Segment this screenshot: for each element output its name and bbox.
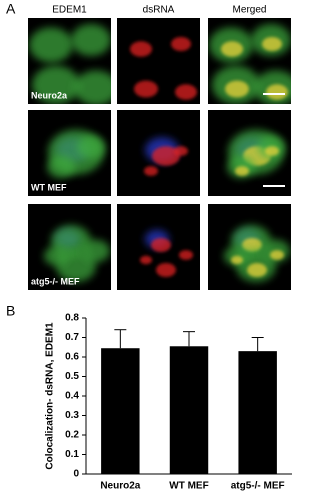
column-header: dsRNA: [143, 5, 175, 16]
cells: [144, 137, 188, 176]
red-signal: [225, 80, 249, 98]
green-signal: [77, 135, 105, 159]
green-signal: [29, 27, 73, 63]
red-signal: [262, 37, 282, 51]
y-tick-label: 0.1: [65, 449, 79, 460]
x-tick-label: Neuro2a: [100, 481, 140, 492]
y-tick-label: 0.2: [65, 430, 79, 441]
panel-label: A: [6, 1, 16, 17]
green-signal: [82, 239, 110, 263]
panel-label: B: [6, 303, 15, 319]
red-signal: [266, 84, 288, 100]
cells: [227, 129, 285, 179]
red-signal: [152, 146, 180, 166]
row-label: atg5-/- MEF: [31, 276, 80, 286]
green-signal: [44, 246, 68, 266]
red-signal: [265, 146, 279, 156]
red-signal: [175, 84, 197, 100]
micrograph-grid: EDEM1 dsRNA Merged Neuro2a WT MEF atg5-/- MEF: [28, 5, 291, 290]
red-signal: [140, 255, 152, 265]
red-signal: [247, 263, 267, 277]
red-signal: [179, 250, 193, 260]
red-signal: [242, 238, 262, 252]
cells: [29, 24, 111, 104]
green-signal: [71, 24, 111, 56]
green-signal: [47, 155, 75, 179]
cells: [44, 225, 110, 282]
y-axis-label: Colocalization- dsRNA, EDEM1: [45, 322, 56, 470]
cells: [130, 37, 197, 100]
y-tick-label: 0.8: [65, 313, 79, 324]
cells: [47, 129, 105, 179]
y-tick-label: 0.5: [65, 371, 79, 382]
cells: [140, 230, 193, 277]
red-signal: [221, 41, 243, 57]
red-signal: [270, 250, 284, 260]
y-tick-label: 0: [73, 469, 79, 480]
bar: [169, 346, 209, 474]
red-signal: [235, 166, 249, 176]
column-header: EDEM1: [52, 5, 87, 16]
red-signal: [144, 166, 158, 176]
y-tick-label: 0.3: [65, 410, 79, 421]
green-signal: [32, 65, 80, 104]
x-tick-label: WT MEF: [169, 481, 208, 492]
red-signal: [231, 255, 243, 265]
bar: [238, 351, 277, 474]
y-tick-label: 0.7: [65, 332, 79, 343]
row-label: Neuro2a: [31, 90, 68, 100]
x-tick-label: atg5-/- MEF: [231, 481, 285, 492]
y-tick-label: 0.6: [65, 352, 79, 363]
y-tick-label: 0.4: [65, 391, 79, 402]
column-header: Merged: [233, 5, 267, 16]
red-signal: [174, 146, 188, 156]
red-signal: [130, 41, 152, 57]
red-signal: [151, 238, 171, 252]
figure: A B EDEM1 dsRNA Merged Neuro2a WT MEF atg5-/-…: [6, 1, 292, 492]
bar: [101, 348, 140, 474]
red-signal: [171, 37, 191, 51]
green-signal: [74, 70, 111, 104]
row-label: WT MEF: [31, 182, 67, 192]
cells: [224, 225, 290, 282]
cells: [209, 24, 291, 104]
red-signal: [134, 80, 158, 98]
red-signal: [156, 263, 176, 277]
